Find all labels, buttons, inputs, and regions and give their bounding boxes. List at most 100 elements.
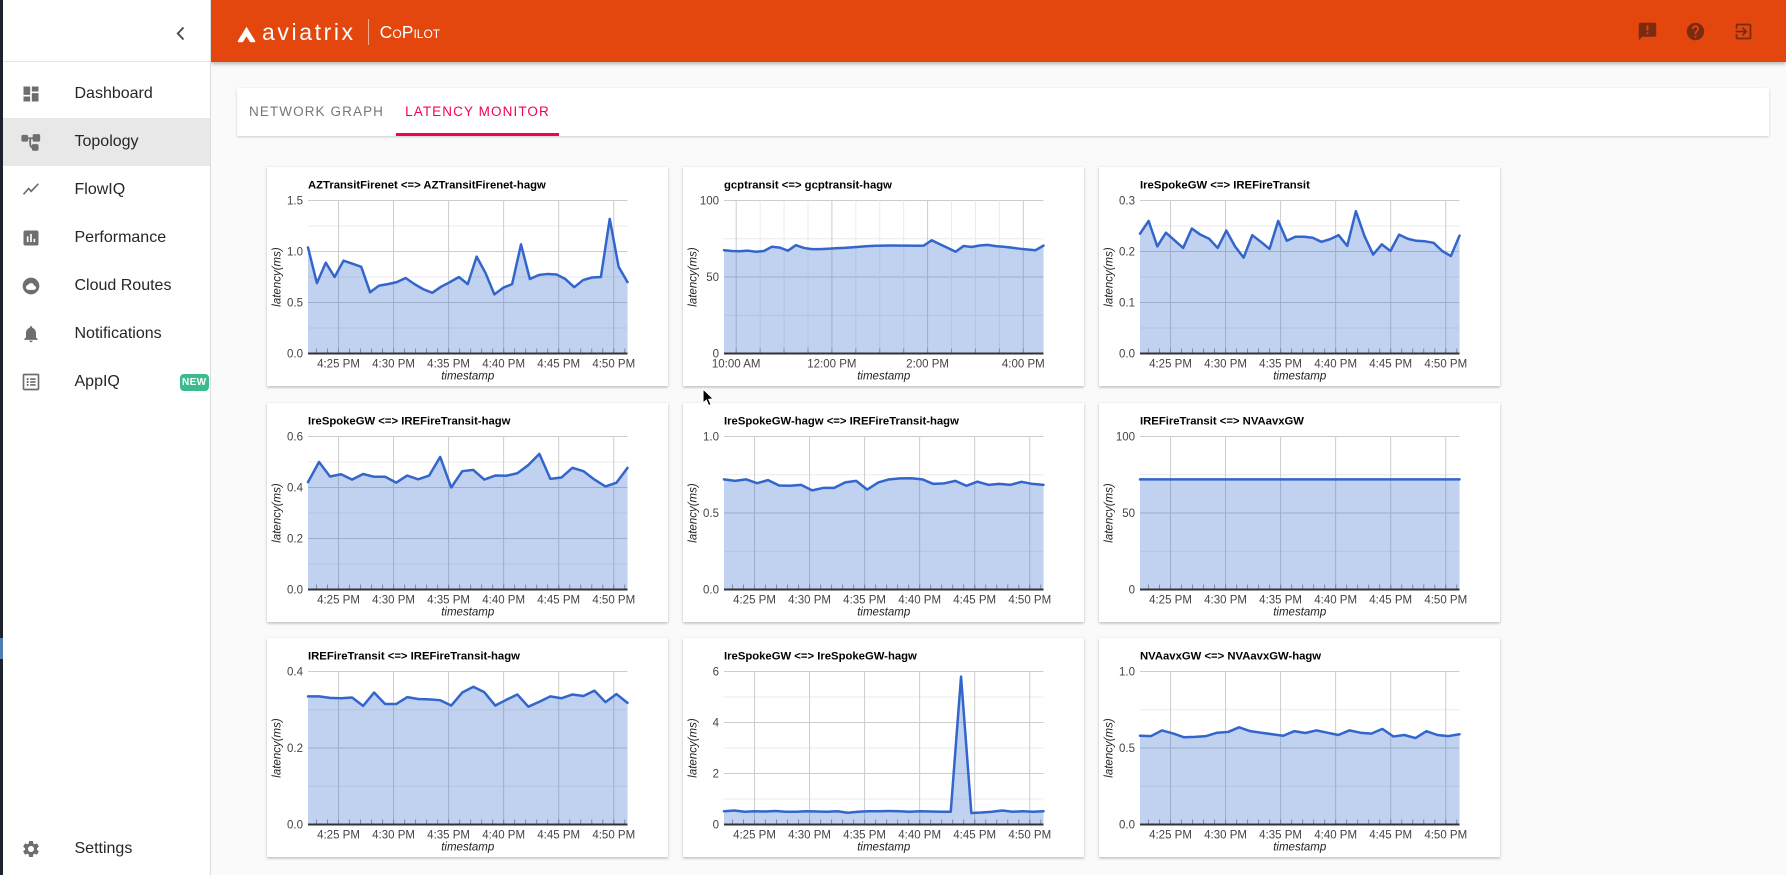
svg-text:timestamp: timestamp — [441, 842, 495, 854]
svg-text:2:00 PM: 2:00 PM — [906, 359, 949, 371]
svg-text:IREFireTransit <=> IREFireTran: IREFireTransit <=> IREFireTransit-hagw — [308, 651, 520, 663]
svg-text:4:35 PM: 4:35 PM — [427, 830, 470, 842]
svg-text:0.0: 0.0 — [1119, 820, 1135, 832]
svg-text:4:30 PM: 4:30 PM — [788, 830, 831, 842]
svg-text:4:25 PM: 4:25 PM — [317, 359, 360, 371]
svg-text:0.5: 0.5 — [1119, 744, 1135, 756]
svg-text:1.0: 1.0 — [287, 247, 303, 259]
svg-text:IreSpokeGW-hagw <=> IREFireTra: IreSpokeGW-hagw <=> IREFireTransit-hagw — [724, 415, 959, 427]
svg-text:timestamp: timestamp — [1273, 371, 1327, 383]
svg-text:4:30 PM: 4:30 PM — [788, 594, 831, 606]
svg-text:4:30 PM: 4:30 PM — [372, 830, 415, 842]
svg-text:IreSpokeGW <=> IREFireTransit-: IreSpokeGW <=> IREFireTransit-hagw — [308, 415, 511, 427]
svg-text:0.1: 0.1 — [1119, 298, 1135, 310]
svg-text:4:35 PM: 4:35 PM — [1259, 830, 1302, 842]
svg-text:4:45 PM: 4:45 PM — [1369, 830, 1412, 842]
svg-text:4:45 PM: 4:45 PM — [953, 594, 996, 606]
svg-text:4:00 PM: 4:00 PM — [1002, 359, 1045, 371]
svg-text:latency(ms): latency(ms) — [688, 483, 700, 543]
svg-text:0.6: 0.6 — [287, 431, 303, 443]
svg-text:4:45 PM: 4:45 PM — [953, 830, 996, 842]
svg-text:latency(ms): latency(ms) — [1104, 483, 1116, 543]
svg-text:0.4: 0.4 — [287, 482, 304, 494]
svg-text:4:35 PM: 4:35 PM — [427, 359, 470, 371]
svg-text:4:25 PM: 4:25 PM — [733, 594, 776, 606]
svg-text:timestamp: timestamp — [441, 606, 495, 618]
svg-text:IreSpokeGW <=> IreSpokeGW-hagw: IreSpokeGW <=> IreSpokeGW-hagw — [724, 651, 917, 663]
svg-text:4:40 PM: 4:40 PM — [482, 359, 525, 371]
svg-text:0.0: 0.0 — [287, 820, 303, 832]
svg-text:4:40 PM: 4:40 PM — [1314, 359, 1357, 371]
svg-text:4:50 PM: 4:50 PM — [1424, 594, 1467, 606]
svg-text:0.0: 0.0 — [287, 584, 303, 596]
svg-text:0.2: 0.2 — [287, 744, 303, 756]
svg-text:4:25 PM: 4:25 PM — [317, 830, 360, 842]
svg-text:4:45 PM: 4:45 PM — [537, 359, 580, 371]
svg-text:latency(ms): latency(ms) — [688, 719, 700, 779]
svg-text:12:00 PM: 12:00 PM — [807, 359, 856, 371]
svg-text:4:45 PM: 4:45 PM — [537, 594, 580, 606]
svg-text:4:45 PM: 4:45 PM — [537, 830, 580, 842]
svg-text:timestamp: timestamp — [441, 371, 495, 383]
svg-text:4:25 PM: 4:25 PM — [317, 594, 360, 606]
svg-text:6: 6 — [713, 667, 719, 679]
svg-text:timestamp: timestamp — [1273, 842, 1327, 854]
svg-text:4:40 PM: 4:40 PM — [482, 830, 525, 842]
svg-text:timestamp: timestamp — [1273, 606, 1327, 618]
svg-text:4:30 PM: 4:30 PM — [372, 594, 415, 606]
svg-text:latency(ms): latency(ms) — [1104, 719, 1116, 779]
svg-text:latency(ms): latency(ms) — [688, 247, 700, 307]
svg-text:4:25 PM: 4:25 PM — [1149, 594, 1192, 606]
svg-text:0: 0 — [1129, 584, 1135, 596]
svg-text:1.5: 1.5 — [287, 196, 303, 208]
svg-text:4:50 PM: 4:50 PM — [1008, 594, 1051, 606]
svg-text:4:30 PM: 4:30 PM — [1204, 359, 1247, 371]
svg-text:4:35 PM: 4:35 PM — [1259, 594, 1302, 606]
svg-text:4:35 PM: 4:35 PM — [427, 594, 470, 606]
svg-text:4:25 PM: 4:25 PM — [733, 830, 776, 842]
svg-text:0.0: 0.0 — [703, 584, 719, 596]
svg-text:4:30 PM: 4:30 PM — [372, 359, 415, 371]
svg-text:4:35 PM: 4:35 PM — [843, 594, 886, 606]
svg-text:4:45 PM: 4:45 PM — [1369, 594, 1412, 606]
svg-text:0.5: 0.5 — [287, 298, 303, 310]
svg-text:0: 0 — [713, 820, 719, 832]
svg-text:IreSpokeGW <=> IREFireTransit: IreSpokeGW <=> IREFireTransit — [1140, 180, 1310, 192]
svg-text:latency(ms): latency(ms) — [272, 483, 284, 543]
svg-text:4:40 PM: 4:40 PM — [482, 594, 525, 606]
svg-text:0: 0 — [713, 349, 719, 361]
svg-text:2: 2 — [713, 769, 719, 781]
svg-text:4: 4 — [713, 718, 720, 730]
svg-text:0.3: 0.3 — [1119, 196, 1135, 208]
svg-text:IREFireTransit <=> NVAavxGW: IREFireTransit <=> NVAavxGW — [1140, 415, 1304, 427]
svg-text:4:25 PM: 4:25 PM — [1149, 830, 1192, 842]
svg-text:0.2: 0.2 — [1119, 247, 1135, 259]
svg-text:4:30 PM: 4:30 PM — [1204, 830, 1247, 842]
svg-text:4:35 PM: 4:35 PM — [1259, 359, 1302, 371]
svg-text:1.0: 1.0 — [1119, 667, 1135, 679]
svg-text:4:45 PM: 4:45 PM — [1369, 359, 1412, 371]
svg-text:0.2: 0.2 — [287, 533, 303, 545]
svg-text:4:40 PM: 4:40 PM — [1314, 594, 1357, 606]
svg-text:4:50 PM: 4:50 PM — [592, 359, 635, 371]
svg-text:100: 100 — [700, 196, 719, 208]
svg-text:4:50 PM: 4:50 PM — [1008, 830, 1051, 842]
svg-text:AZTransitFirenet <=> AZTransit: AZTransitFirenet <=> AZTransitFirenet-ha… — [308, 180, 546, 192]
svg-text:timestamp: timestamp — [857, 606, 911, 618]
svg-text:0.4: 0.4 — [287, 667, 304, 679]
svg-text:0.0: 0.0 — [287, 349, 303, 361]
svg-text:4:50 PM: 4:50 PM — [592, 830, 635, 842]
svg-text:50: 50 — [706, 272, 719, 284]
svg-text:4:40 PM: 4:40 PM — [898, 594, 941, 606]
svg-text:10:00 AM: 10:00 AM — [712, 359, 761, 371]
svg-text:0.0: 0.0 — [1119, 349, 1135, 361]
svg-text:4:50 PM: 4:50 PM — [1424, 359, 1467, 371]
svg-text:1.0: 1.0 — [703, 431, 719, 443]
svg-text:0.5: 0.5 — [703, 508, 719, 520]
svg-text:4:25 PM: 4:25 PM — [1149, 359, 1192, 371]
svg-text:latency(ms): latency(ms) — [272, 719, 284, 779]
svg-text:50: 50 — [1122, 508, 1135, 520]
svg-text:gcptransit <=> gcptransit-hagw: gcptransit <=> gcptransit-hagw — [724, 180, 892, 192]
svg-text:timestamp: timestamp — [857, 371, 911, 383]
svg-text:4:40 PM: 4:40 PM — [1314, 830, 1357, 842]
